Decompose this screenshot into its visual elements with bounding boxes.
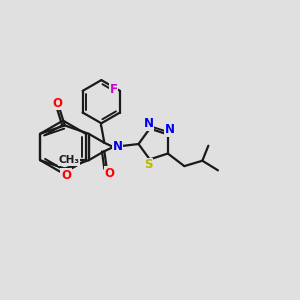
Text: N: N <box>143 117 154 130</box>
Text: N: N <box>165 123 175 136</box>
Text: O: O <box>53 97 63 110</box>
Text: S: S <box>144 158 152 171</box>
Text: O: O <box>61 169 71 182</box>
Text: F: F <box>110 83 117 96</box>
Text: N: N <box>112 140 122 154</box>
Text: O: O <box>105 167 115 180</box>
Text: CH₃: CH₃ <box>58 155 80 165</box>
